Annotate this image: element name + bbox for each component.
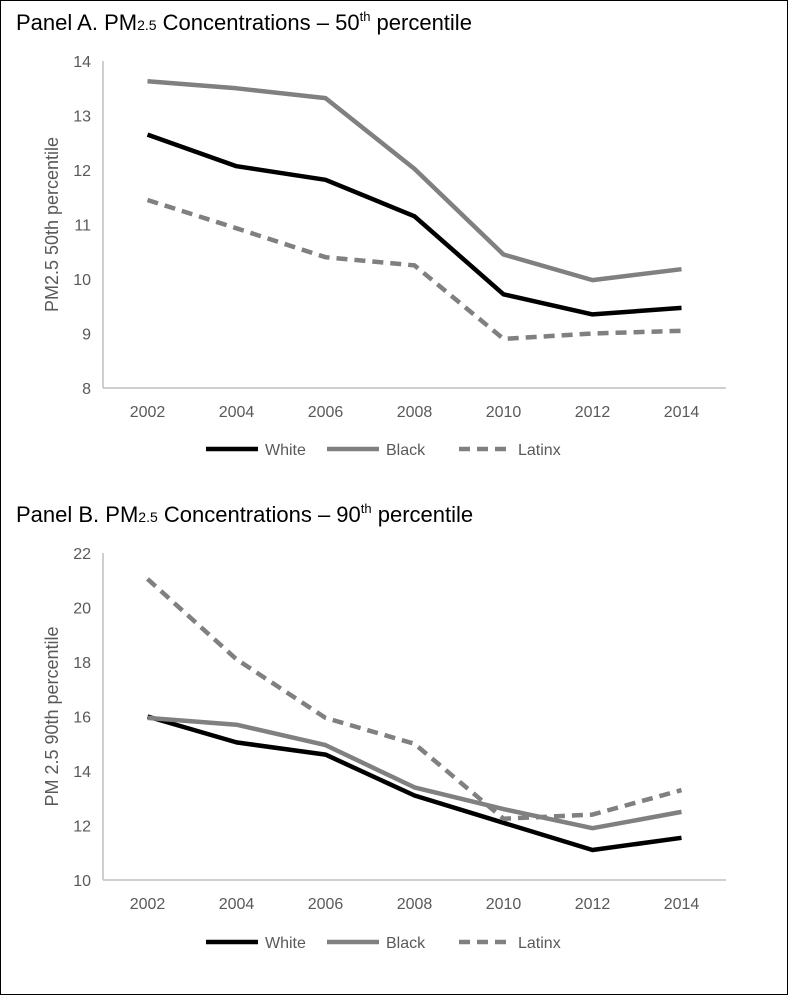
x-tick-label: 2014 bbox=[664, 404, 700, 421]
x-tick-label: 2002 bbox=[130, 404, 166, 421]
x-tick-label: 2012 bbox=[575, 404, 611, 421]
y-tick-label: 13 bbox=[73, 109, 91, 126]
title-sub: 2.5 bbox=[137, 17, 157, 33]
title-suffix: percentile bbox=[370, 10, 472, 35]
y-tick-label: 8 bbox=[82, 381, 91, 398]
series-line-white bbox=[146, 132, 682, 317]
y-tick-label: 12 bbox=[73, 163, 91, 180]
y-tick-label: 10 bbox=[73, 873, 91, 890]
y-tick-label: 20 bbox=[73, 601, 91, 618]
y-tick-label: 22 bbox=[73, 546, 91, 563]
x-tick-label: 2004 bbox=[219, 896, 255, 913]
legend-label-black: Black bbox=[386, 442, 426, 459]
title-middle: Concentrations – 90 bbox=[158, 502, 361, 527]
y-tick-label: 16 bbox=[73, 710, 91, 727]
title-sup: th bbox=[360, 9, 371, 24]
x-tick-label: 2014 bbox=[664, 896, 700, 913]
panel-title: Panel A. PM2.5 Concentrations – 50th per… bbox=[16, 9, 472, 35]
y-tick-label: 18 bbox=[73, 655, 91, 672]
legend-label-latinx: Latinx bbox=[518, 935, 561, 952]
y-tick-label: 11 bbox=[74, 218, 91, 235]
x-tick-label: 2004 bbox=[219, 404, 255, 421]
series-line-white bbox=[146, 714, 682, 853]
y-tick-label: 14 bbox=[73, 54, 91, 71]
legend-label-white: White bbox=[265, 935, 306, 952]
y-axis-label: PM2.5 50th percentile bbox=[42, 137, 62, 312]
x-tick-label: 2008 bbox=[397, 404, 433, 421]
series-line-latinx bbox=[146, 197, 682, 342]
y-tick-label: 12 bbox=[73, 819, 91, 836]
title-prefix: Panel B. PM bbox=[16, 502, 138, 527]
series-line-latinx bbox=[145, 577, 683, 821]
legend-label-black: Black bbox=[386, 935, 426, 952]
x-tick-label: 2012 bbox=[575, 896, 611, 913]
title-middle: Concentrations – 50 bbox=[157, 10, 360, 35]
title-prefix: Panel A. PM bbox=[16, 10, 137, 35]
y-axis-label: PM 2.5 90th percentile bbox=[42, 626, 62, 806]
y-tick-label: 10 bbox=[73, 272, 91, 289]
y-tick-label: 9 bbox=[82, 327, 91, 344]
x-tick-label: 2010 bbox=[486, 404, 522, 421]
title-sup: th bbox=[361, 501, 372, 516]
x-tick-label: 2008 bbox=[397, 896, 433, 913]
title-sub: 2.5 bbox=[138, 509, 158, 525]
x-tick-label: 2010 bbox=[486, 896, 522, 913]
panel-b: Panel B. PM2.5 Concentrations – 90th per… bbox=[16, 501, 726, 952]
x-tick-label: 2002 bbox=[130, 896, 166, 913]
panel-a: Panel A. PM2.5 Concentrations – 50th per… bbox=[16, 9, 726, 459]
x-tick-label: 2006 bbox=[308, 404, 344, 421]
legend-label-white: White bbox=[265, 442, 306, 459]
y-tick-label: 14 bbox=[73, 764, 91, 781]
series-line-black bbox=[147, 715, 682, 831]
title-suffix: percentile bbox=[372, 502, 474, 527]
x-tick-label: 2006 bbox=[308, 896, 344, 913]
series-line-black bbox=[147, 78, 682, 283]
legend-label-latinx: Latinx bbox=[518, 442, 561, 459]
panel-title: Panel B. PM2.5 Concentrations – 90th per… bbox=[16, 501, 473, 527]
